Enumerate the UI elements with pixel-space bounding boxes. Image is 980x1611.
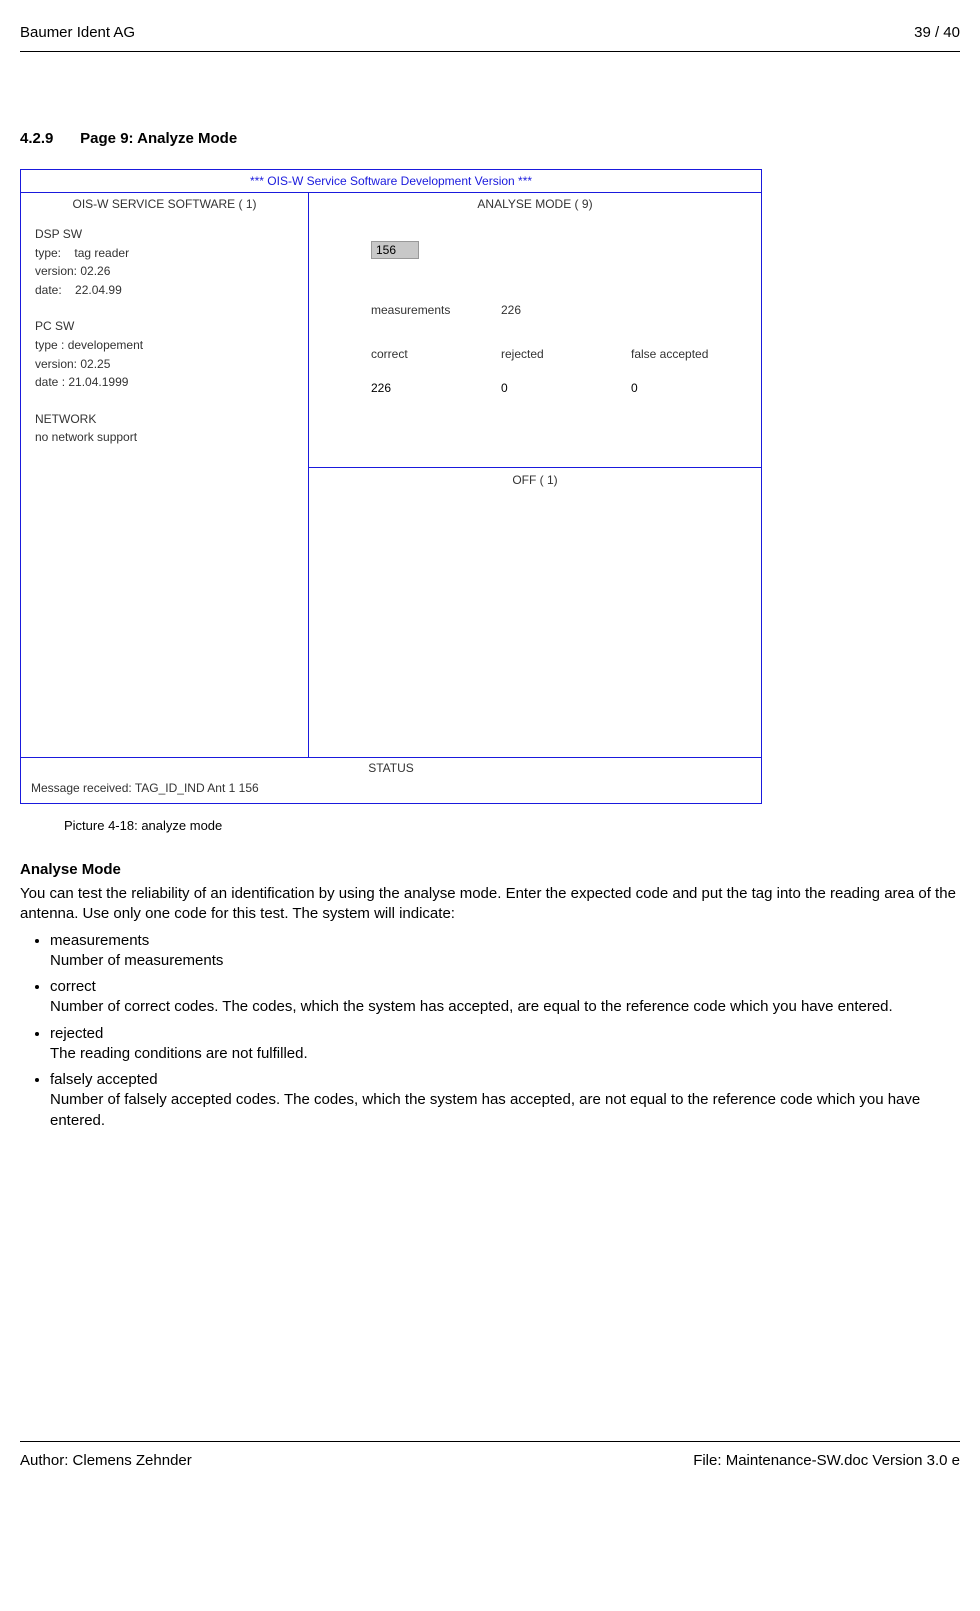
status-panel: STATUS Message received: TAG_ID_IND Ant … — [21, 757, 761, 803]
header-company: Baumer Ident AG — [20, 24, 135, 41]
analyse-title: ANALYSE MODE ( 9) — [309, 193, 761, 217]
header-page-num: 39 / 40 — [914, 24, 960, 41]
rejected-value: 0 — [501, 381, 631, 395]
network-block: NETWORK no network support — [35, 410, 296, 447]
list-item: measurements Number of measurements — [50, 931, 960, 972]
page-header: Baumer Ident AG 39 / 40 — [20, 24, 960, 52]
correct-label: correct — [371, 347, 501, 361]
dsp-heading: DSP SW — [35, 225, 296, 244]
status-title: STATUS — [21, 758, 761, 777]
analyse-mode-heading: Analyse Mode — [20, 861, 960, 878]
dsp-block: DSP SW type: tag reader version: 02.26 d… — [35, 225, 296, 299]
off-panel-title: OFF ( 1) — [309, 468, 761, 493]
dsp-version-value: 02.26 — [80, 264, 110, 278]
page-footer: Author: Clemens Zehnder File: Maintenanc… — [20, 1441, 960, 1469]
dsp-type-value: tag reader — [74, 246, 129, 260]
analyse-mode-intro: You can test the reliability of an ident… — [20, 884, 960, 925]
footer-author: Author: Clemens Zehnder — [20, 1452, 192, 1469]
pc-date-label: date : — [35, 375, 65, 389]
pc-heading: PC SW — [35, 317, 296, 336]
analyse-panel: ANALYSE MODE ( 9) 156 measurements 226 c… — [309, 193, 761, 467]
rejected-label: rejected — [501, 347, 631, 361]
pc-date-value: 21.04.1999 — [68, 375, 128, 389]
term: rejected — [50, 1025, 103, 1042]
measurements-label: measurements — [371, 303, 501, 317]
section-heading: 4.2.9 Page 9: Analyze Mode — [20, 130, 960, 147]
desc: The reading conditions are not fulfilled… — [50, 1045, 308, 1062]
list-item: rejected The reading conditions are not … — [50, 1024, 960, 1065]
status-message: Message received: TAG_ID_IND Ant 1 156 — [21, 777, 761, 803]
list-item: falsely accepted Number of falsely accep… — [50, 1070, 960, 1131]
dsp-version-label: version: — [35, 264, 77, 278]
left-pane-title: OIS-W SERVICE SOFTWARE ( 1) — [21, 193, 308, 217]
false-accepted-value: 0 — [631, 381, 761, 395]
dsp-date-label: date: — [35, 283, 62, 297]
list-item: correct Number of correct codes. The cod… — [50, 977, 960, 1018]
app-window: *** OIS-W Service Software Development V… — [20, 169, 762, 804]
pc-version-label: version: — [35, 357, 77, 371]
pc-block: PC SW type : developement version: 02.25… — [35, 317, 296, 391]
dsp-date-value: 22.04.99 — [75, 283, 122, 297]
network-heading: NETWORK — [35, 410, 296, 429]
off-panel: OFF ( 1) — [309, 467, 761, 757]
desc: Number of correct codes. The codes, whic… — [50, 998, 893, 1015]
pc-type-label: type : — [35, 338, 64, 352]
false-accepted-label: false accepted — [631, 347, 761, 361]
network-line: no network support — [35, 428, 296, 447]
footer-file: File: Maintenance-SW.doc Version 3.0 e — [693, 1452, 960, 1469]
bullet-list: measurements Number of measurements corr… — [20, 931, 960, 1131]
correct-value: 226 — [371, 381, 501, 395]
section-number: 4.2.9 — [20, 130, 76, 147]
left-pane: OIS-W SERVICE SOFTWARE ( 1) DSP SW type:… — [21, 193, 309, 757]
dsp-type-label: type: — [35, 246, 61, 260]
figure-caption: Picture 4-18: analyze mode — [64, 818, 960, 833]
pc-type-value: developement — [68, 338, 143, 352]
pc-version-value: 02.25 — [80, 357, 110, 371]
measurements-value: 226 — [501, 303, 631, 317]
code-input[interactable]: 156 — [371, 241, 419, 259]
term: falsely accepted — [50, 1071, 158, 1088]
desc: Number of measurements — [50, 952, 223, 969]
desc: Number of falsely accepted codes. The co… — [50, 1091, 920, 1128]
section-title: Page 9: Analyze Mode — [80, 130, 237, 147]
app-title-bar: *** OIS-W Service Software Development V… — [21, 170, 761, 193]
term: correct — [50, 978, 96, 995]
term: measurements — [50, 932, 149, 949]
